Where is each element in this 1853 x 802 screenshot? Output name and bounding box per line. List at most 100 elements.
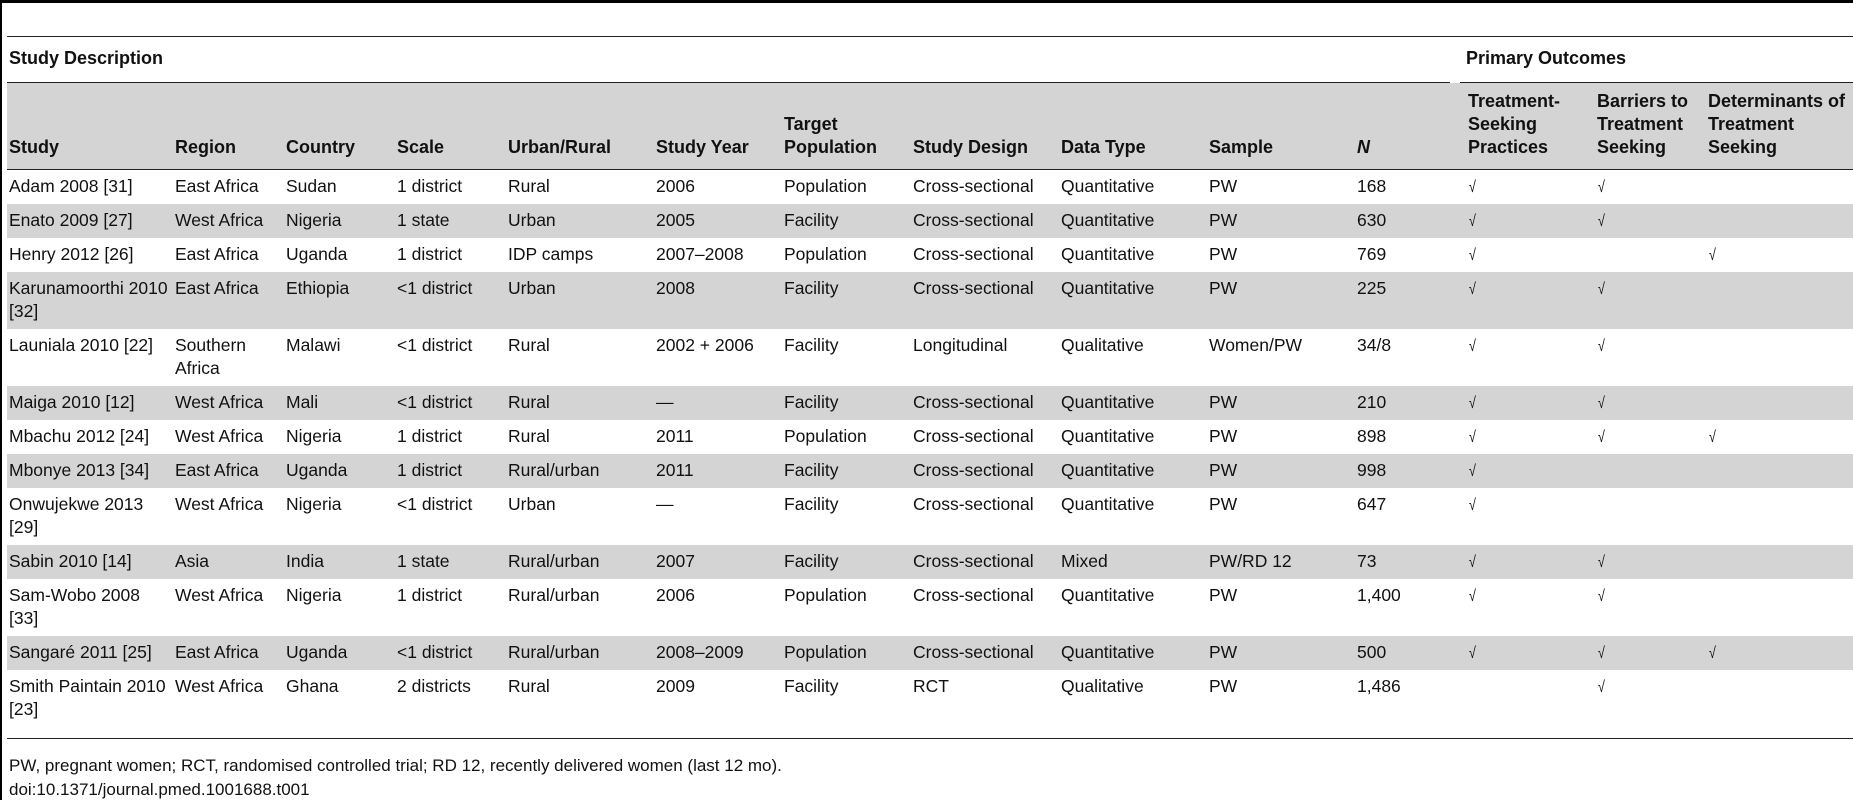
check-mark-icon: √: [1468, 429, 1476, 446]
cell-study: Onwujekwe 2013 [29]: [9, 494, 144, 537]
cell-target-population: Population: [784, 176, 867, 196]
table-row: Karunamoorthi 2010 [32] East Africa Ethiop…: [7, 272, 1853, 329]
cell-target-population: Facility: [782, 545, 911, 579]
cell-scale: 2 districts: [397, 676, 471, 696]
cell-determinants: √: [1706, 238, 1853, 272]
cell-n: 210: [1355, 386, 1466, 420]
col-sample: Sample: [1207, 83, 1355, 170]
cell-data-type: Quantitative: [1059, 386, 1207, 420]
cell-determinants: [1706, 272, 1853, 329]
table-row: Henry 2012 [26] East Africa Uganda 1 distri…: [7, 238, 1853, 272]
cell-data-type: Qualitative: [1061, 676, 1144, 696]
col-urban-rural: Urban/Rural: [506, 83, 654, 170]
cell-study: Sam-Wobo 2008 [33]: [9, 585, 141, 628]
cell-sample: Women/PW: [1209, 335, 1303, 355]
table-row: Adam 2008 [31] East Africa Sudan 1 district…: [7, 170, 1853, 205]
check-mark-icon: √: [1468, 463, 1476, 480]
cell-barriers: √: [1595, 545, 1706, 579]
cell-determinants: [1706, 454, 1853, 488]
cell-barriers: √: [1595, 386, 1706, 420]
check-mark-icon: √: [1597, 213, 1605, 230]
cell-region: West Africa: [175, 494, 264, 514]
cell-scale: <1 district: [395, 272, 506, 329]
cell-barriers: √: [1595, 420, 1706, 454]
cell-treatment-seeking: √: [1466, 204, 1595, 238]
cell-barriers: √: [1595, 204, 1706, 238]
check-mark-icon: √: [1597, 554, 1605, 571]
cell-data-type: Quantitative: [1061, 494, 1155, 514]
cell-n: 998: [1355, 454, 1466, 488]
cell-treatment-seeking: √: [1466, 579, 1595, 636]
cell-scale: 1 state: [395, 204, 506, 238]
cell-study-design: Cross-sectional: [911, 204, 1059, 238]
cell-country: Uganda: [284, 636, 395, 670]
cell-scale: 1 district: [397, 244, 463, 264]
cell-study-design: Cross-sectional: [913, 426, 1034, 446]
cell-treatment-seeking: √: [1466, 545, 1595, 579]
cell-study-design: Cross-sectional: [911, 545, 1059, 579]
cell-n: 1,400: [1357, 585, 1401, 605]
check-mark-icon: √: [1468, 281, 1476, 298]
cell-region: East Africa: [173, 272, 284, 329]
cell-treatment-seeking: √: [1466, 238, 1595, 272]
cell-region: West Africa: [175, 426, 264, 446]
cell-study-year: 2008–2009: [654, 636, 782, 670]
cell-determinants: √: [1706, 636, 1853, 670]
cell-barriers: [1595, 488, 1706, 545]
cell-sample: PW: [1209, 426, 1238, 446]
cell-scale: 1 district: [395, 454, 506, 488]
cell-determinants: [1706, 204, 1853, 238]
cell-treatment-seeking: √: [1466, 272, 1595, 329]
col-n: N: [1355, 83, 1466, 170]
cell-scale: <1 district: [397, 494, 473, 514]
check-mark-icon: √: [1597, 645, 1605, 662]
study-description-rule: [7, 82, 1450, 83]
check-mark-icon: √: [1708, 247, 1716, 264]
table-row: Onwujekwe 2013 [29] West Africa Nigeria <1 …: [7, 488, 1853, 545]
cell-target-population: Population: [782, 636, 911, 670]
cell-urban-rural: Urban: [508, 494, 556, 514]
cell-region: East Africa: [173, 454, 284, 488]
cell-urban-rural: Rural/urban: [508, 585, 600, 605]
cell-study: Mbachu 2012 [24]: [9, 426, 150, 446]
cell-data-type: Quantitative: [1059, 454, 1207, 488]
check-mark-icon: √: [1468, 588, 1476, 605]
cell-country: Sudan: [286, 176, 337, 196]
cell-data-type: Quantitative: [1061, 426, 1155, 446]
cell-sample: PW: [1209, 585, 1238, 605]
check-mark-icon: √: [1468, 179, 1476, 196]
cell-urban-rural: Rural/urban: [506, 636, 654, 670]
cell-n: 769: [1357, 244, 1387, 264]
cell-treatment-seeking: √: [1466, 386, 1595, 420]
cell-study-design: Cross-sectional: [913, 585, 1034, 605]
cell-treatment-seeking: √: [1466, 488, 1595, 545]
cell-region: West Africa: [175, 676, 264, 696]
col-study-design: Study Design: [911, 83, 1059, 170]
check-mark-icon: √: [1597, 588, 1605, 605]
cell-target-population: Population: [784, 585, 867, 605]
cell-treatment-seeking: [1466, 670, 1595, 727]
group-study-description: Study Description: [9, 48, 164, 68]
cell-sample: PW: [1207, 636, 1355, 670]
col-determinants: Determinants of Treatment Seeking: [1706, 83, 1853, 170]
cell-barriers: √: [1595, 329, 1706, 386]
cell-region: West Africa: [173, 204, 284, 238]
footnote: PW, pregnant women; RCT, randomised cont…: [9, 756, 782, 775]
cell-country: Malawi: [286, 335, 341, 355]
cell-scale: 1 district: [397, 426, 463, 446]
cell-treatment-seeking: √: [1466, 420, 1595, 454]
cell-study-year: 2009: [656, 676, 695, 696]
check-mark-icon: √: [1597, 281, 1605, 298]
cell-urban-rural: Urban: [506, 204, 654, 238]
table-row: Sangaré 2011 [25] East Africa Uganda <1 dis…: [7, 636, 1853, 670]
cell-n: 168: [1357, 176, 1387, 196]
cell-barriers: √: [1595, 272, 1706, 329]
cell-study: Sangaré 2011 [25]: [7, 636, 173, 670]
col-study-year: Study Year: [654, 83, 782, 170]
cell-determinants: [1706, 170, 1853, 205]
table-body: Adam 2008 [31] East Africa Sudan 1 district…: [7, 170, 1853, 728]
cell-study-year: 2011: [654, 454, 782, 488]
cell-study: Henry 2012 [26]: [9, 244, 134, 264]
table-bottom-rule: [7, 738, 1853, 739]
header-top-rule: [7, 36, 1853, 37]
